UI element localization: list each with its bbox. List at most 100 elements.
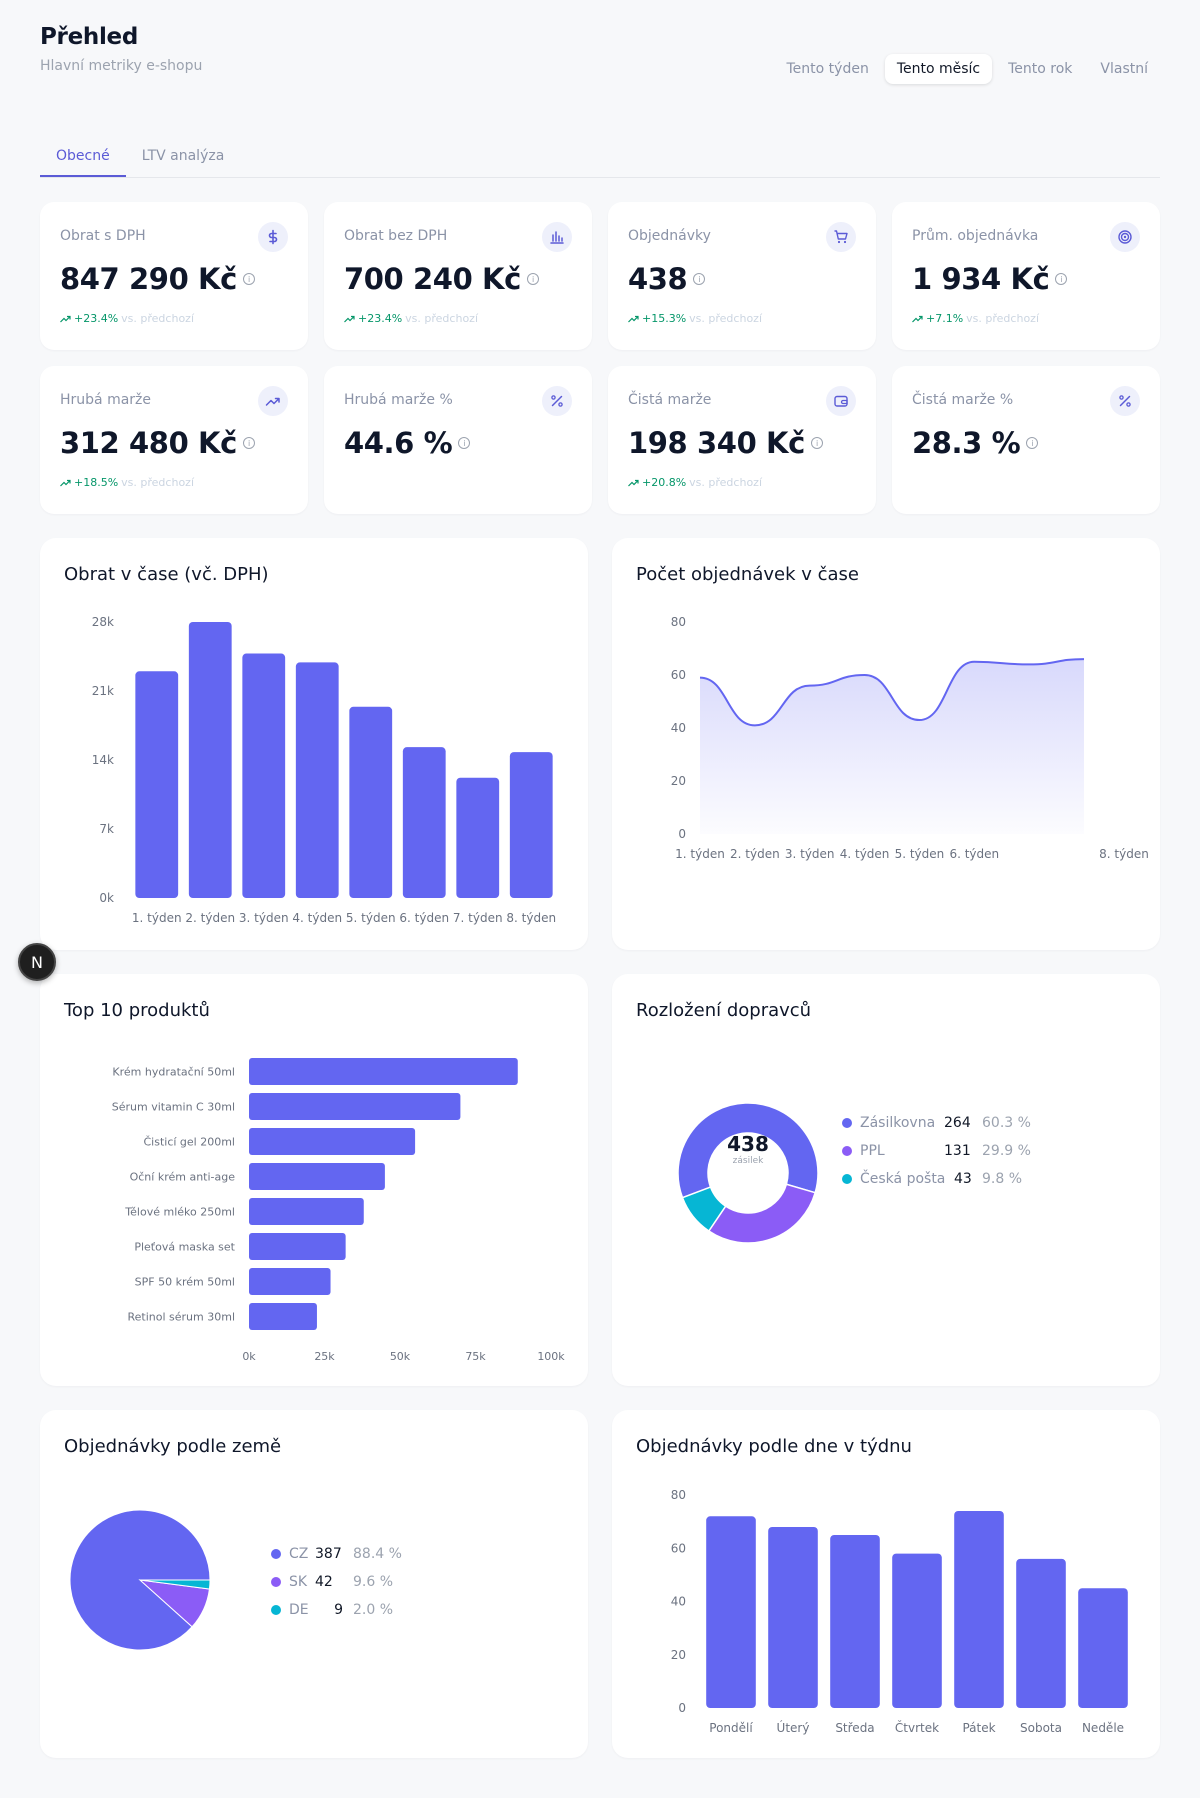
panel-revenue-over-time: Obrat v čase (vč. DPH) 0k 7k 14k 21k 28k 1. t… bbox=[40, 538, 588, 950]
product-bar bbox=[249, 1058, 518, 1085]
x-tick-label: 50k bbox=[390, 1350, 411, 1363]
x-tick-label: 6. týden bbox=[949, 847, 999, 861]
legend-item-cz: CZ 387 88.4 % bbox=[271, 1546, 402, 1562]
legend-item-ppl: PPL 131 29.9 % bbox=[842, 1143, 1031, 1159]
y-tick-label: 0 bbox=[678, 827, 686, 841]
y-tick-label: 20 bbox=[671, 774, 686, 788]
legend-count: 43 bbox=[954, 1171, 972, 1187]
panel-orders-over-time: Počet objednávek v čase 0 20 40 60 80 1. týde… bbox=[612, 538, 1160, 950]
range-this-year[interactable]: Tento rok bbox=[1008, 61, 1073, 77]
tab-general[interactable]: Obecné bbox=[40, 140, 126, 177]
product-label: Pleťová maska set bbox=[134, 1241, 235, 1254]
legend-count: 264 bbox=[944, 1115, 971, 1131]
weekday-bar bbox=[954, 1510, 1004, 1708]
product-bar bbox=[249, 1198, 364, 1225]
info-icon[interactable]: i bbox=[242, 273, 255, 285]
kpi-card-revenue-with-vat: Obrat s DPH 847 290 Kč i +23.4% vs. předch… bbox=[40, 202, 308, 350]
product-label: Sérum vitamin C 30ml bbox=[112, 1101, 235, 1114]
range-this-week[interactable]: Tento týden bbox=[786, 61, 869, 77]
y-tick-label: 40 bbox=[671, 721, 686, 735]
orders-point bbox=[753, 723, 757, 727]
y-tick-label: 60 bbox=[671, 1541, 686, 1555]
x-tick-label: 2. týden bbox=[730, 847, 780, 861]
x-tick-label: 100k bbox=[537, 1350, 565, 1363]
revenue-bar-chart: 0k 7k 14k 21k 28k 1. týden 2. týden 3. týden 4. … bbox=[92, 615, 556, 925]
trend-up-icon bbox=[258, 386, 288, 416]
kpi-card-revenue-without-vat: Obrat bez DPH 700 240 Kč i +23.4% vs. před… bbox=[324, 202, 592, 350]
kpi-delta: +18.5% bbox=[74, 476, 119, 489]
product-bar bbox=[249, 1163, 385, 1190]
panel-title: Top 10 produktů bbox=[64, 1000, 210, 1021]
legend-count: 42 bbox=[315, 1574, 333, 1590]
x-tick-label: 0k bbox=[242, 1350, 256, 1363]
tab-ltv-analysis[interactable]: LTV analýza bbox=[141, 148, 225, 164]
revenue-bar bbox=[349, 706, 393, 898]
info-icon[interactable]: i bbox=[1055, 273, 1068, 285]
legend-dot bbox=[271, 1549, 281, 1559]
product-label: Čisticí gel 200ml bbox=[143, 1136, 235, 1149]
trend-up-icon bbox=[60, 315, 71, 322]
page-title: Přehled bbox=[40, 24, 139, 50]
orders-area-chart: 0 20 40 60 80 1. týden 2. týden 3. týden 4. týde… bbox=[671, 615, 1149, 861]
info-icon[interactable]: i bbox=[810, 437, 823, 449]
x-tick-label: Neděle bbox=[1082, 1721, 1124, 1735]
kpi-label: Čistá marže bbox=[628, 392, 712, 408]
weekday-bar bbox=[892, 1553, 942, 1708]
y-tick-label: 28k bbox=[92, 615, 114, 629]
panel-title: Obrat v čase (vč. DPH) bbox=[64, 564, 269, 585]
kpi-value: 198 340 Kč bbox=[628, 426, 805, 460]
legend-percent: 29.9 % bbox=[982, 1143, 1031, 1159]
carriers-donut-chart bbox=[677, 1102, 819, 1244]
legend-name: SK bbox=[289, 1574, 308, 1590]
range-this-month[interactable]: Tento měsíc bbox=[884, 54, 993, 84]
kpi-value: 847 290 Kč bbox=[60, 262, 237, 296]
x-tick-label: Pátek bbox=[962, 1721, 995, 1735]
kpi-delta-note: vs. předchozí bbox=[966, 312, 1039, 325]
percent-icon bbox=[1110, 386, 1140, 416]
x-tick-label: 1. týden bbox=[675, 847, 725, 861]
info-icon[interactable]: i bbox=[693, 273, 706, 285]
panel-top-products: Top 10 produktů Krém hydratační 50ml Séru… bbox=[40, 974, 588, 1386]
panel-carriers: Rozložení dopravců 438 zásilek Zásilkovn… bbox=[612, 974, 1160, 1386]
product-label: Retinol sérum 30ml bbox=[127, 1311, 235, 1324]
x-tick-label: 4. týden bbox=[292, 911, 342, 925]
next-dev-badge[interactable]: N bbox=[18, 943, 56, 981]
orders-point bbox=[972, 660, 976, 664]
weekday-bar bbox=[706, 1516, 756, 1708]
panel-title: Rozložení dopravců bbox=[636, 1000, 812, 1021]
product-bar bbox=[249, 1268, 331, 1295]
info-icon[interactable]: i bbox=[1026, 437, 1039, 449]
percent-icon bbox=[542, 386, 572, 416]
range-custom[interactable]: Vlastní bbox=[1100, 61, 1148, 77]
legend-name: Česká pošta bbox=[860, 1171, 946, 1187]
kpi-delta-note: vs. předchozí bbox=[689, 476, 762, 489]
y-tick-label: 80 bbox=[671, 1488, 686, 1502]
x-tick-label: 8. týden bbox=[506, 911, 556, 925]
legend-percent: 9.6 % bbox=[353, 1574, 394, 1590]
kpi-value: 28.3 % bbox=[912, 426, 1021, 460]
x-tick-label: Pondělí bbox=[709, 1721, 753, 1735]
y-tick-label: 80 bbox=[671, 615, 686, 629]
kpi-delta-note: vs. předchozí bbox=[689, 312, 762, 325]
info-icon[interactable]: i bbox=[458, 437, 471, 449]
revenue-bar bbox=[242, 653, 286, 898]
legend-name: Zásilkovna bbox=[860, 1115, 936, 1131]
product-label: SPF 50 krém 50ml bbox=[135, 1276, 235, 1289]
top-products-bar-chart: Krém hydratační 50ml Sérum vitamin C 30ml… bbox=[112, 1058, 565, 1363]
kpi-delta: +7.1% bbox=[926, 312, 964, 325]
y-tick-label: 0 bbox=[678, 1701, 686, 1715]
y-tick-label: 14k bbox=[92, 753, 114, 767]
info-icon[interactable]: i bbox=[526, 273, 539, 285]
donut-center-value: 438 bbox=[727, 1132, 769, 1156]
carrier-slice-zásilkovna bbox=[677, 1102, 819, 1199]
kpi-delta: +15.3% bbox=[642, 312, 687, 325]
carrier-slice-ppl bbox=[707, 1183, 817, 1244]
legend-item-zasilkovna: Zásilkovna 264 60.3 % bbox=[842, 1115, 1031, 1131]
info-icon[interactable]: i bbox=[242, 437, 255, 449]
y-tick-label: 60 bbox=[671, 668, 686, 682]
product-bar bbox=[249, 1093, 461, 1120]
wallet-icon bbox=[826, 386, 856, 416]
revenue-bar bbox=[295, 662, 339, 898]
x-tick-label: 75k bbox=[465, 1350, 486, 1363]
orders-area-fill bbox=[700, 659, 1084, 834]
